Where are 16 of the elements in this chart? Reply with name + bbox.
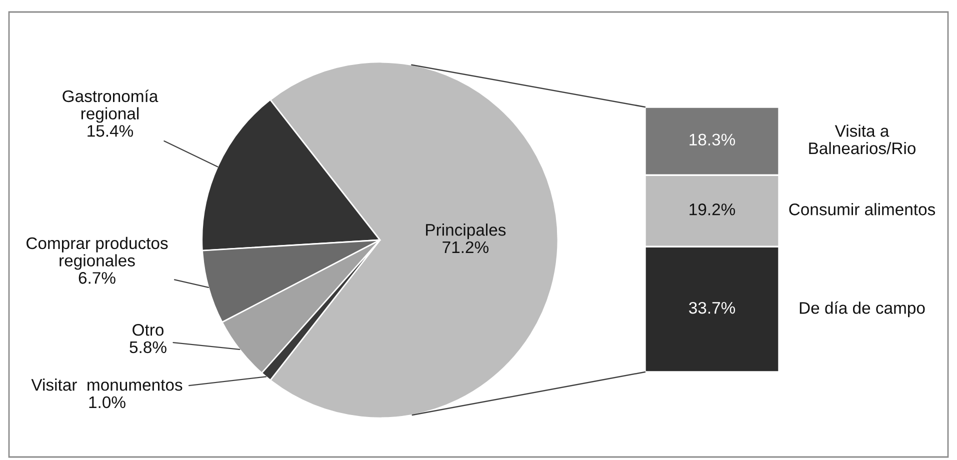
data-label: 1.0%: [89, 396, 126, 408]
slice-label: Gastronomía regional: [62, 90, 158, 123]
data-label: 71.2%: [442, 241, 488, 254]
slice-label: Visitar monumentos: [31, 378, 182, 391]
slice-label: Otro: [132, 324, 164, 336]
slice-label: Principales: [426, 224, 506, 240]
data-label: 19.2%: [690, 204, 736, 216]
series-label: Consumir alimentos: [789, 203, 936, 216]
data-label: 18.3%: [690, 134, 736, 146]
data-label: 5.8%: [130, 341, 166, 354]
data-label: 15.4%: [88, 125, 134, 137]
series-label: Visita a Balnearios/Rio: [809, 124, 916, 154]
series-label: De día de campo: [800, 301, 925, 318]
data-label: 33.7%: [689, 302, 736, 314]
slice-label: Comprar productos regionales: [26, 236, 168, 270]
data-label: 6.7%: [78, 272, 116, 284]
